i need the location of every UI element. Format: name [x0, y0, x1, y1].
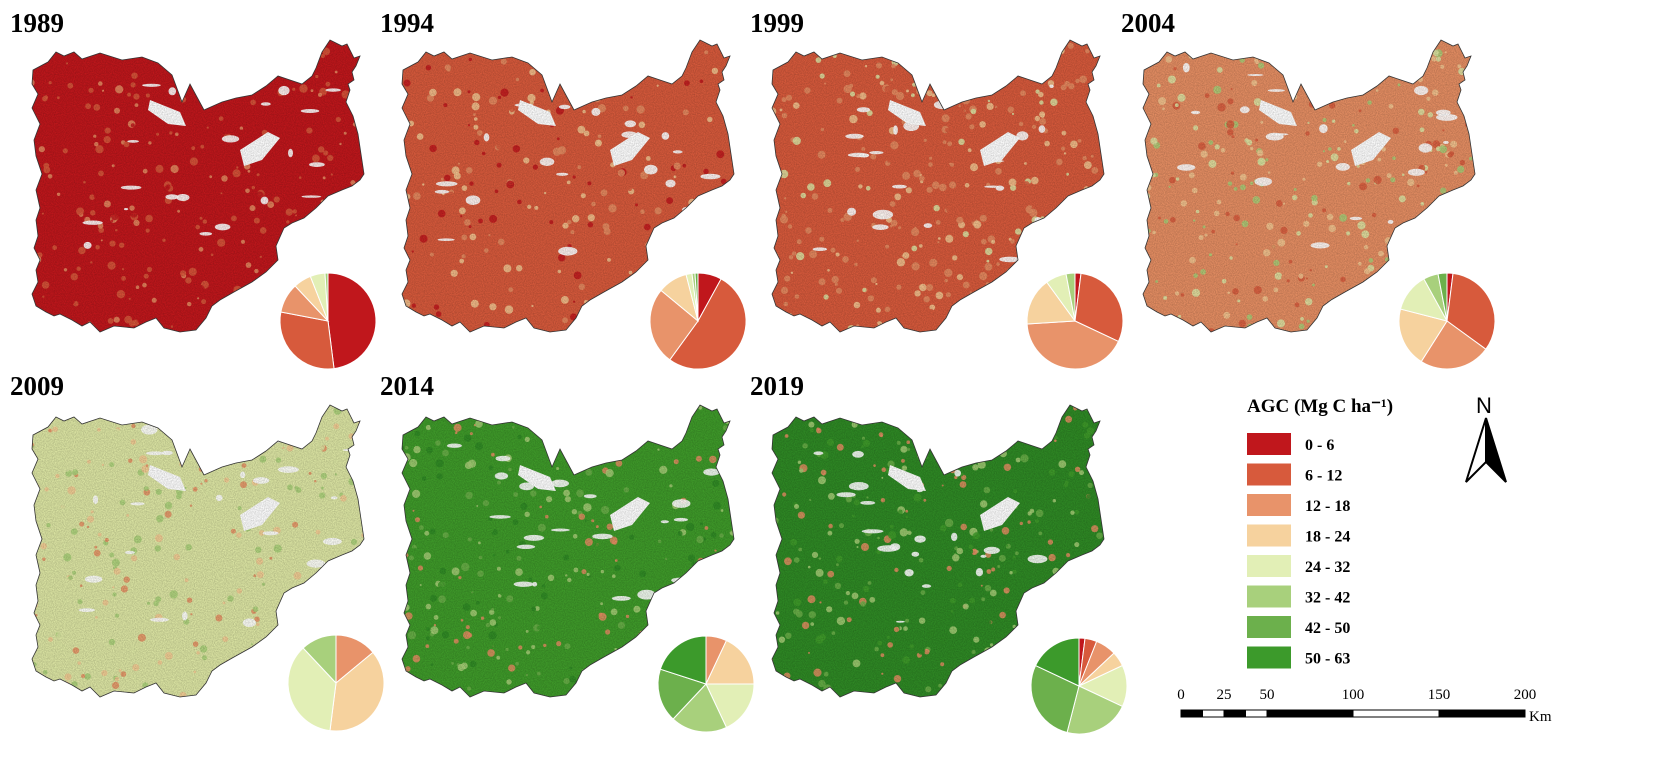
- legend-items: 0 - 6 6 - 12 12 - 18 18 - 24 24 - 32 32 - 42 4…: [1247, 433, 1350, 669]
- scale-tick-label: 150: [1428, 687, 1451, 703]
- north-arrow-dark-half: [1485, 417, 1507, 483]
- pie-slice: [1437, 272, 1448, 322]
- year-label: 2009: [10, 371, 64, 401]
- map-panel-1999: 1999: [750, 8, 1124, 370]
- pie-slice: [705, 683, 755, 729]
- scale-segment: [1266, 709, 1354, 718]
- pie-slice: [672, 683, 728, 733]
- map-panel-2014: 2014: [380, 371, 755, 733]
- pie-slice: [1026, 320, 1120, 370]
- scale-segment: [1180, 709, 1203, 718]
- map-panel-1994: 1994: [380, 8, 747, 370]
- scale-bar: 0 25 50 100 150 200 Km: [1177, 687, 1552, 725]
- legend-label: 0 - 6: [1305, 437, 1334, 454]
- north-arrow-label: N: [1476, 393, 1492, 418]
- legend-item: 18 - 24: [1247, 524, 1350, 547]
- pie-slice: [324, 272, 329, 322]
- pie-chart-1989: [279, 272, 377, 370]
- legend-item: 0 - 6: [1247, 433, 1334, 455]
- legend-item: 42 - 50: [1247, 616, 1350, 638]
- legend: AGC (Mg C ha⁻¹) 0 - 6 6 - 12 12 - 18 18 - 2…: [1247, 396, 1393, 669]
- pie-slice: [1065, 272, 1076, 322]
- year-label: 2019: [750, 371, 804, 401]
- legend-item: 32 - 42: [1247, 585, 1350, 608]
- legend-item: 6 - 12: [1247, 463, 1342, 486]
- scale-tick-label: 100: [1342, 687, 1365, 703]
- year-label: 2014: [380, 371, 434, 401]
- scale-segment: [1438, 709, 1526, 718]
- legend-item: 24 - 32: [1247, 555, 1350, 577]
- legend-title: AGC (Mg C ha⁻¹): [1247, 396, 1393, 417]
- legend-label: 18 - 24: [1305, 529, 1350, 546]
- year-label: 2004: [1121, 8, 1175, 38]
- pie-chart-1994: [649, 272, 747, 370]
- legend-label: 50 - 63: [1305, 651, 1350, 668]
- pie-slice: [279, 311, 335, 370]
- legend-swatch: [1247, 616, 1291, 638]
- pie-slice: [329, 651, 385, 732]
- pie-chart-2004: [1398, 272, 1496, 370]
- pie-slice: [669, 278, 747, 370]
- map-panel-2004: 2004: [1121, 8, 1496, 370]
- pie-chart-2019: [1030, 637, 1128, 735]
- pie-slice: [1034, 637, 1080, 687]
- scale-segment: [1245, 709, 1268, 718]
- north-arrow: N: [1465, 393, 1507, 483]
- legend-swatch: [1247, 646, 1291, 669]
- pie-slice: [1446, 272, 1496, 350]
- pie-chart-2014: [657, 635, 755, 733]
- legend-swatch: [1247, 494, 1291, 516]
- pie-slice: [1420, 320, 1487, 370]
- year-label: 1989: [10, 8, 64, 38]
- map-panel-2019: 2019: [750, 371, 1128, 735]
- scale-tick-label: 0: [1177, 687, 1185, 703]
- year-label: 1999: [750, 8, 804, 38]
- legend-label: 12 - 18: [1305, 498, 1350, 515]
- north-arrow-icon: [1465, 417, 1487, 483]
- pie-slice: [327, 272, 377, 370]
- year-label: 1994: [380, 8, 434, 38]
- pie-slice: [1026, 281, 1076, 325]
- scale-segment: [1223, 709, 1246, 718]
- scale-segment: [1352, 709, 1440, 718]
- pie-slice: [659, 635, 707, 685]
- legend-swatch: [1247, 585, 1291, 608]
- legend-label: 6 - 12: [1305, 468, 1342, 485]
- scale-tick-label: 25: [1217, 687, 1232, 703]
- pie-slice: [302, 634, 337, 685]
- pie-chart-1999: [1026, 272, 1124, 370]
- pie-slice: [1074, 272, 1124, 343]
- scale-segment: [1202, 709, 1225, 718]
- pie-slice: [705, 639, 755, 685]
- scale-unit-label: Km: [1529, 709, 1552, 725]
- pie-slice: [1066, 685, 1124, 735]
- pie-chart-2009: [287, 634, 385, 732]
- pie-slice: [1030, 664, 1080, 734]
- pie-slice: [1398, 308, 1448, 363]
- legend-swatch: [1247, 524, 1291, 547]
- pie-slice: [287, 647, 337, 732]
- legend-label: 42 - 50: [1305, 620, 1350, 637]
- legend-swatch: [1247, 555, 1291, 577]
- legend-item: 50 - 63: [1247, 646, 1350, 669]
- legend-label: 32 - 42: [1305, 590, 1350, 607]
- legend-item: 12 - 18: [1247, 494, 1350, 516]
- legend-swatch: [1247, 463, 1291, 486]
- legend-swatch: [1247, 433, 1291, 455]
- pie-slice: [694, 272, 699, 322]
- pie-slice: [657, 668, 707, 720]
- map-panel-2009: 2009: [10, 371, 385, 732]
- map-panel-1989: 1989: [10, 8, 377, 370]
- scale-tick-label: 50: [1260, 687, 1275, 703]
- pie-slice: [649, 289, 699, 361]
- scale-tick-label: 200: [1514, 687, 1537, 703]
- legend-label: 24 - 32: [1305, 559, 1350, 576]
